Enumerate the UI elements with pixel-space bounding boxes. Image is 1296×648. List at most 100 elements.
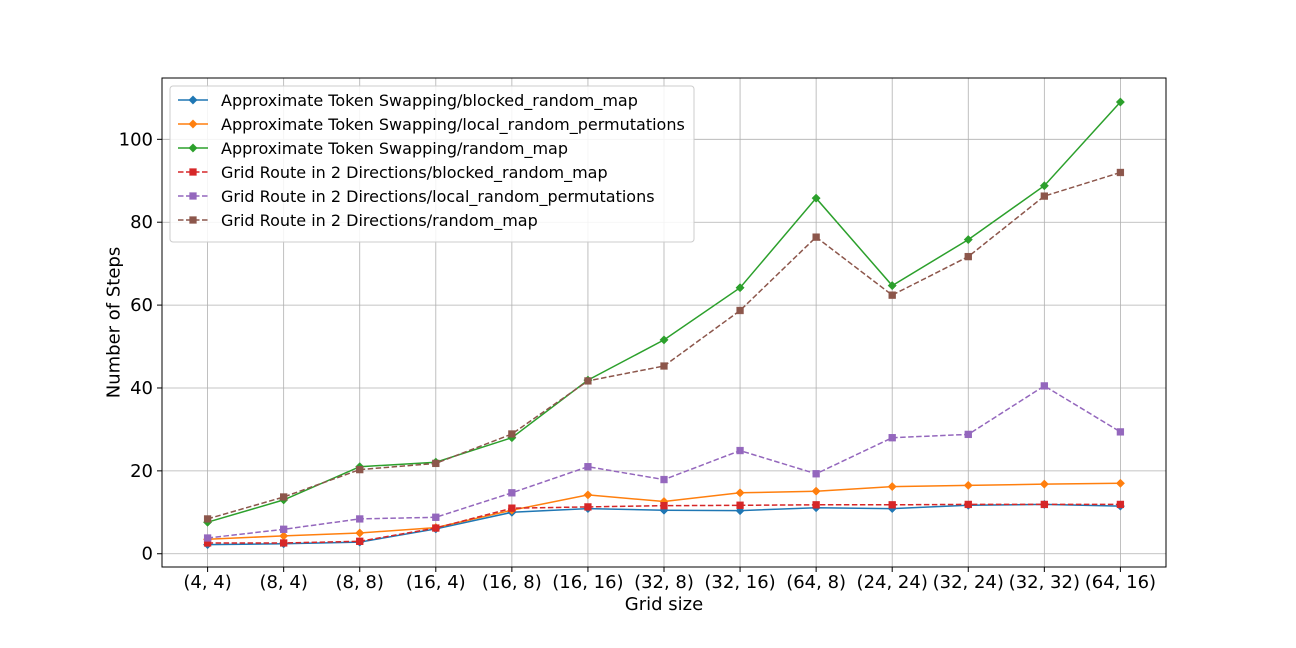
data-point — [508, 430, 516, 438]
data-point — [736, 306, 744, 315]
x-axis-label: Grid size — [625, 594, 703, 615]
data-point — [735, 283, 745, 293]
series-2 — [203, 478, 1125, 544]
series-4 — [203, 500, 1125, 547]
legend-item: Grid Route in 2 Directions/local_random_… — [178, 187, 655, 207]
y-tick-label: 80 — [130, 212, 153, 233]
data-point — [432, 459, 440, 468]
x-tick-label: (32, 24) — [933, 572, 1004, 593]
data-point — [1116, 428, 1125, 436]
y-tick-label: 60 — [130, 295, 153, 316]
legend: Approximate Token Swapping/blocked_rando… — [169, 85, 695, 243]
y-axis-ticks: 0 20 40 60 80 100 — [119, 129, 162, 565]
legend-marker — [189, 168, 197, 176]
data-point — [736, 501, 744, 509]
y-tick-label: 100 — [119, 129, 153, 150]
data-point — [508, 504, 516, 512]
data-point — [280, 493, 288, 501]
data-point — [203, 534, 212, 542]
legend-item: Approximate Token Swapping/blocked_rando… — [178, 91, 638, 111]
data-point — [1116, 168, 1125, 177]
data-point — [735, 488, 745, 498]
y-tick-label: 0 — [142, 544, 153, 565]
legend-label: Approximate Token Swapping/blocked_rando… — [221, 91, 638, 111]
data-point — [508, 489, 516, 497]
data-point — [964, 430, 972, 439]
x-tick-label: (64, 16) — [1085, 572, 1156, 593]
data-point — [432, 513, 440, 521]
data-point — [660, 362, 668, 370]
data-point — [812, 470, 820, 478]
data-point — [583, 490, 593, 500]
data-point — [660, 502, 668, 510]
data-point — [963, 480, 973, 490]
data-point — [812, 501, 820, 509]
y-tick-label: 40 — [130, 378, 153, 399]
data-point — [736, 446, 744, 455]
x-tick-label: (64, 8) — [786, 572, 846, 593]
data-point — [660, 475, 668, 484]
data-point — [963, 235, 973, 245]
legend-label: Grid Route in 2 Directions/blocked_rando… — [221, 163, 608, 183]
legend-item: Grid Route in 2 Directions/random_map — [178, 211, 538, 231]
data-point — [1039, 479, 1049, 489]
data-point — [584, 463, 592, 471]
data-point — [356, 465, 364, 474]
legend-item: Grid Route in 2 Directions/blocked_rando… — [178, 163, 608, 183]
y-tick-label: 20 — [130, 461, 153, 482]
x-tick-label: (32, 8) — [634, 572, 694, 593]
series-5 — [203, 382, 1125, 542]
data-point — [584, 503, 592, 511]
data-point — [888, 501, 896, 509]
legend-marker — [189, 216, 197, 224]
legend-label: Grid Route in 2 Directions/random_map — [221, 211, 538, 231]
data-point — [811, 193, 821, 203]
y-axis-label: Number of Steps — [103, 247, 124, 398]
data-point — [964, 252, 972, 261]
data-point — [888, 291, 896, 299]
data-point — [812, 233, 820, 241]
legend-box — [169, 85, 695, 243]
data-point — [1040, 500, 1048, 509]
x-tick-label: (24, 24) — [857, 572, 928, 593]
data-point — [1115, 97, 1125, 107]
data-point — [280, 539, 288, 547]
data-point — [356, 537, 364, 545]
x-axis-ticks: (4, 4) (8, 4) (8, 8) (16, 4) (16, 8) (16, 16)… — [183, 567, 1156, 593]
data-point — [1039, 181, 1049, 191]
legend-marker — [189, 192, 197, 200]
x-tick-label: (4, 4) — [183, 572, 231, 593]
data-point — [659, 335, 669, 345]
data-point — [356, 515, 364, 523]
legend-marker — [188, 119, 198, 129]
data-point — [1116, 500, 1125, 509]
x-tick-label: (16, 8) — [482, 572, 542, 593]
data-point — [203, 515, 212, 523]
legend-label: Approximate Token Swapping/random_map — [221, 139, 568, 159]
x-tick-label: (16, 16) — [552, 572, 623, 593]
data-point — [279, 531, 289, 541]
data-point — [887, 281, 897, 291]
legend-item: Approximate Token Swapping/local_random_… — [178, 115, 685, 135]
x-tick-label: (32, 32) — [1009, 572, 1080, 593]
legend-label: Approximate Token Swapping/local_random_… — [221, 115, 685, 135]
series-lines — [203, 97, 1125, 550]
data-point — [280, 525, 288, 533]
data-point — [964, 500, 972, 509]
data-point — [1040, 192, 1048, 200]
data-point — [1115, 478, 1125, 488]
x-tick-label: (8, 8) — [336, 572, 384, 593]
data-point — [888, 434, 896, 442]
data-point — [584, 377, 592, 385]
legend-marker — [188, 95, 198, 105]
x-tick-label: (32, 16) — [704, 572, 775, 593]
x-tick-label: (8, 4) — [259, 572, 307, 593]
legend-marker — [188, 143, 198, 153]
data-point — [1040, 382, 1048, 390]
data-point — [432, 524, 440, 532]
data-point — [811, 486, 821, 496]
data-point — [355, 528, 365, 538]
legend-item: Approximate Token Swapping/random_map — [178, 139, 568, 159]
series-6 — [203, 168, 1125, 523]
